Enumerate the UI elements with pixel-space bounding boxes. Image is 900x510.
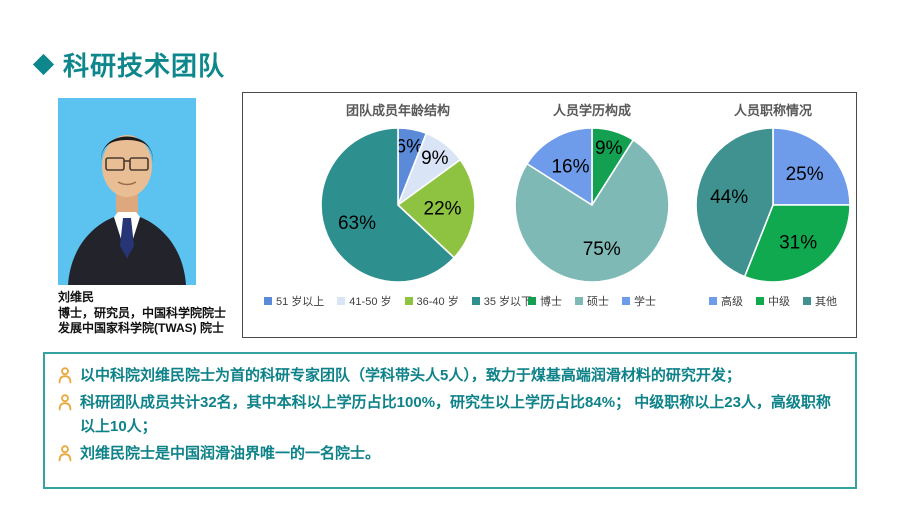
pie-data-label: 22%: [424, 198, 462, 219]
legend-education: 博士 硕士 学士: [502, 293, 682, 309]
chart-job-title: 人员职称情况 25% 31% 44% 高级 中级 其他: [683, 93, 863, 337]
pie-data-label: 44%: [710, 187, 748, 208]
profile-caption: 刘维民 博士，研究员，中国科学院院士 发展中国家科学院(TWAS) 院士: [58, 290, 268, 337]
legend-item: 51 岁以上: [264, 293, 324, 309]
chart-title: 团队成员年龄结构: [345, 103, 450, 118]
legend-swatch: [264, 297, 272, 305]
legend-swatch: [404, 297, 413, 305]
legend-label: 硕士: [587, 296, 609, 308]
pie-chart-education: 9% 75% 16%: [514, 127, 670, 283]
legend-swatch: [756, 297, 764, 305]
legend-swatch: [337, 297, 346, 305]
diamond-icon: [32, 53, 55, 76]
photo-glasses-left: [105, 157, 125, 171]
pie-data-label: 75%: [583, 239, 621, 260]
legend-swatch: [622, 297, 630, 305]
info-text: 刘维民院士是中国润滑油界唯一的一名院士。: [80, 445, 381, 462]
legend-item: 其他: [803, 293, 837, 309]
legend-label: 51 岁以上: [276, 296, 325, 308]
pie-data-label: 9%: [421, 148, 449, 169]
pie-data-label: 31%: [779, 232, 817, 253]
legend-item: 36-40 岁: [404, 293, 459, 309]
pie-slice: [397, 158, 476, 259]
legend-label: 博士: [540, 296, 562, 308]
chart-education: 人员学历构成 9% 75% 16% 博士 硕士 学士: [502, 93, 682, 337]
chart-title: 人员学历构成: [552, 103, 631, 118]
pie-data-label: 25%: [786, 164, 824, 185]
legend-age: 51 岁以上 41-50 岁 36-40 岁 35 岁以下: [258, 293, 538, 309]
legend-item: 中级: [756, 293, 790, 309]
pie-slice: [526, 127, 593, 206]
legend-swatch: [471, 297, 480, 305]
pie-data-label: 16%: [551, 156, 589, 177]
legend-label: 41-50 岁: [349, 296, 392, 308]
info-item: 科研团队成员共计32名，其中本科以上学历占比100%，研究生以上学历占比84%；…: [57, 391, 839, 439]
chart-age-structure: 团队成员年龄结构 6% 9% 22% 63% 51 岁以上 41-50 岁 36-40 岁…: [258, 93, 538, 337]
pie-slice: [772, 127, 851, 206]
profile-photo: [58, 98, 196, 285]
photo-tie: [120, 218, 134, 258]
chart-panel: 团队成员年龄结构 6% 9% 22% 63% 51 岁以上 41-50 岁 36-40 岁…: [242, 92, 857, 338]
legend-item: 博士: [528, 293, 562, 309]
legend-item: 硕士: [575, 293, 609, 309]
photo-mouth: [117, 181, 137, 186]
photo-glasses-right: [129, 157, 149, 171]
legend-swatch: [803, 297, 811, 305]
profile-name: 刘维民: [58, 290, 95, 304]
profile-title-1: 博士，研究员，中国科学院院士: [58, 305, 227, 320]
legend-item: 高级: [709, 293, 743, 309]
legend-item: 35 岁以下: [471, 293, 532, 309]
legend-item: 学士: [622, 293, 656, 309]
legend-label: 其他: [815, 296, 837, 308]
pie-chart-job-title: 25% 31% 44%: [695, 127, 851, 283]
pie-data-label: 9%: [595, 138, 623, 159]
person-icon: [58, 445, 72, 462]
person-icon: [58, 394, 72, 411]
legend-label: 学士: [634, 296, 656, 308]
legend-swatch: [575, 297, 583, 305]
pie-slice: [695, 127, 774, 278]
pie-data-label: 6%: [396, 137, 424, 158]
photo-neck: [116, 190, 138, 216]
info-text: 以中科院刘维民院士为首的科研专家团队（学科带头人5人），致力于煤基高端润滑材料的…: [80, 367, 741, 384]
info-text: 科研团队成员共计32名，其中本科以上学历占比100%，研究生以上学历占比84%；…: [80, 394, 831, 435]
page-title: 科研技术团队: [63, 51, 226, 81]
info-item: 刘维民院士是中国润滑油界唯一的一名院士。: [57, 442, 839, 466]
info-box: 以中科院刘维民院士为首的科研专家团队（学科带头人5人），致力于煤基高端润滑材料的…: [43, 352, 857, 489]
pie-data-label: 63%: [338, 213, 376, 234]
profile-title-2: 发展中国家科学院(TWAS) 院士: [58, 321, 224, 335]
photo-face: [102, 135, 152, 197]
legend-swatch: [528, 297, 536, 305]
legend-item: 41-50 岁: [337, 293, 392, 309]
pie-chart-age: 6%9% 22% 63%: [320, 127, 476, 283]
legend-job-title: 高级 中级 其他: [683, 293, 863, 309]
pie-slice: [514, 139, 670, 283]
legend-swatch: [709, 297, 717, 305]
chart-title: 人员职称情况: [733, 103, 812, 118]
pie-slice: [320, 127, 455, 283]
legend-label: 35 岁以下: [483, 296, 532, 308]
title-row: 科研技术团队: [32, 46, 226, 83]
legend-label: 高级: [721, 296, 743, 308]
legend-label: 36-40 岁: [416, 296, 459, 308]
pie-slice: [743, 204, 851, 283]
person-icon: [58, 367, 72, 384]
legend-label: 中级: [768, 296, 790, 308]
info-item: 以中科院刘维民院士为首的科研专家团队（学科带头人5人），致力于煤基高端润滑材料的…: [57, 364, 839, 388]
